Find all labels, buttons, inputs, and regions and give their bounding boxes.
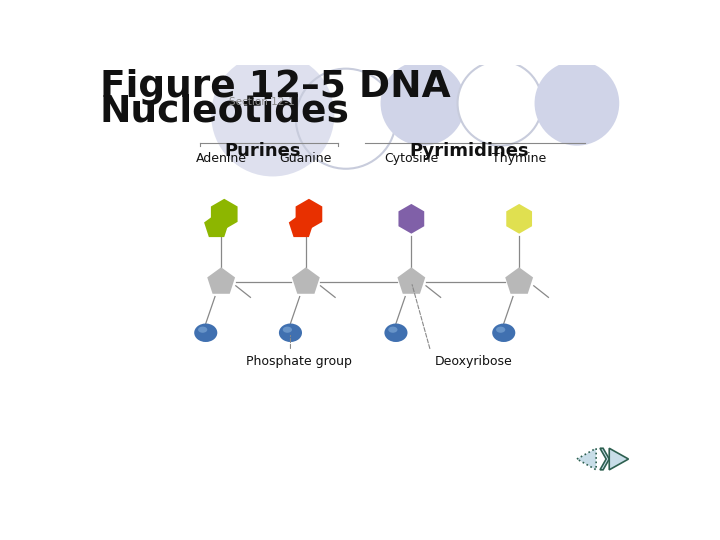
Ellipse shape <box>384 323 408 342</box>
Polygon shape <box>211 199 238 230</box>
Polygon shape <box>506 204 532 234</box>
Text: Thymine: Thymine <box>492 152 546 165</box>
Text: Pyrimidines: Pyrimidines <box>409 142 529 160</box>
Polygon shape <box>505 267 533 294</box>
Text: Cytosine: Cytosine <box>384 152 438 165</box>
Ellipse shape <box>279 323 302 342</box>
Text: Nucleotides: Nucleotides <box>99 93 349 129</box>
Polygon shape <box>397 267 426 294</box>
Text: Deoxyribose: Deoxyribose <box>434 355 512 368</box>
Polygon shape <box>289 213 314 237</box>
Polygon shape <box>296 199 323 230</box>
Polygon shape <box>398 204 424 234</box>
Circle shape <box>534 61 619 146</box>
Ellipse shape <box>283 327 292 333</box>
Text: Guanine: Guanine <box>279 152 332 165</box>
Ellipse shape <box>496 327 505 333</box>
Text: Purines: Purines <box>225 142 301 160</box>
Circle shape <box>381 61 465 146</box>
Ellipse shape <box>388 327 397 333</box>
Text: Section 12-1: Section 12-1 <box>229 97 294 107</box>
Polygon shape <box>207 267 235 294</box>
Polygon shape <box>577 448 596 470</box>
Text: Figure 12–5 DNA: Figure 12–5 DNA <box>99 69 450 105</box>
Polygon shape <box>600 448 609 470</box>
Text: Adenine: Adenine <box>196 152 247 165</box>
Circle shape <box>211 53 334 177</box>
Text: Phosphate group: Phosphate group <box>246 355 351 368</box>
Polygon shape <box>204 213 229 237</box>
Ellipse shape <box>198 327 207 333</box>
Polygon shape <box>292 267 320 294</box>
Circle shape <box>457 61 542 146</box>
Ellipse shape <box>492 323 516 342</box>
Polygon shape <box>609 448 629 470</box>
Ellipse shape <box>194 323 217 342</box>
